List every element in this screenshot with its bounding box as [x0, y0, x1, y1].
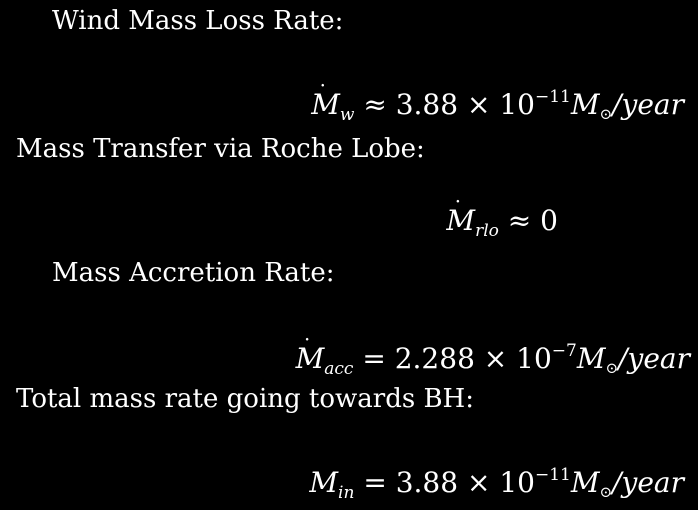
relation-sign: ≈ [363, 88, 387, 121]
unit-mass: M [570, 466, 600, 499]
value-mantissa: 3.88 × 10 [395, 88, 535, 121]
solar-symbol-icon: ⊙ [599, 105, 613, 123]
equation-wind-mass-loss: ˙ Mw ≈ 3.88 × 10−11M⊙/year [311, 80, 684, 132]
solar-symbol-icon: ⊙ [599, 483, 613, 501]
value-mantissa: 3.88 × 10 [395, 466, 535, 499]
variable-symbol: ˙ M [296, 336, 325, 376]
heading-mass-accretion: Mass Accretion Rate: [52, 258, 335, 288]
unit-mass: M [570, 88, 600, 121]
variable-subscript: w [339, 105, 355, 125]
equation-total-mass-rate: Min = 3.88 × 10−11M⊙/year [309, 458, 684, 510]
dot-accent: ˙ [301, 336, 313, 361]
unit-per-year: /year [618, 342, 690, 375]
equation-mass-accretion: ˙ Macc = 2.288 × 10−7M⊙/year [296, 334, 690, 386]
variable-subscript: rlo [475, 221, 499, 241]
solar-symbol-icon: ⊙ [605, 359, 619, 377]
heading-total-mass-rate: Total mass rate going towards BH: [16, 384, 474, 414]
value-exponent: −11 [534, 87, 571, 107]
value-mantissa: 2.288 × 10 [394, 342, 552, 375]
unit-per-year: /year [612, 88, 684, 121]
relation-sign: = [363, 466, 387, 499]
variable-symbol: ˙ M [446, 198, 475, 238]
heading-wind-mass-loss: Wind Mass Loss Rate: [52, 6, 344, 36]
heading-roche-lobe-transfer: Mass Transfer via Roche Lobe: [16, 134, 425, 164]
value-exponent: −11 [534, 465, 571, 485]
unit-per-year: /year [612, 466, 684, 499]
relation-sign: ≈ [507, 204, 532, 237]
variable-symbol: M [309, 466, 339, 499]
value-number: 0 [540, 204, 558, 237]
value-exponent: −7 [551, 341, 577, 361]
variable-symbol: ˙ M [311, 82, 340, 122]
dot-accent: ˙ [452, 198, 464, 223]
equation-roche-lobe-transfer: ˙ Mrlo ≈ 0 [446, 198, 558, 248]
relation-sign: = [362, 342, 386, 375]
variable-subscript: in [338, 483, 355, 503]
unit-mass: M [576, 342, 606, 375]
variable-subscript: acc [324, 359, 354, 379]
dot-accent: ˙ [317, 82, 329, 107]
